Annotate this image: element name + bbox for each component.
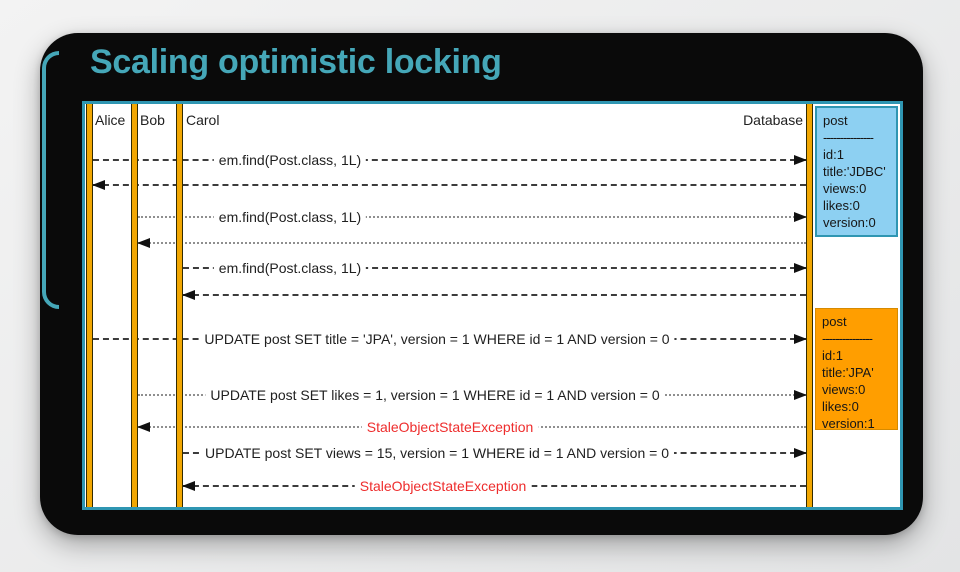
arrowhead-icon (794, 334, 807, 344)
actor-label-carol: Carol (186, 112, 220, 128)
message-label: em.find(Post.class, 1L) (213, 209, 367, 225)
post-title: post (823, 113, 848, 128)
lifeline-database (806, 104, 813, 507)
post-state-box-orange: post --------------- id:1 title:'JPA' views:… (815, 308, 898, 430)
message-label: em.find(Post.class, 1L) (213, 152, 367, 168)
message-line (93, 159, 806, 161)
message-label: StaleObjectStateException (361, 419, 539, 435)
message-line (138, 216, 806, 218)
arrowhead-icon (794, 263, 807, 273)
post-field: title:'JPA' (822, 365, 874, 380)
lifeline-bob (131, 104, 138, 507)
message-label: em.find(Post.class, 1L) (213, 260, 367, 276)
post-field: likes:0 (822, 399, 859, 414)
arrowhead-icon (137, 238, 150, 248)
actor-label-alice: Alice (95, 112, 126, 128)
post-state-box-blue: post --------------- id:1 title:'JDBC' views… (815, 106, 898, 237)
arrowhead-icon (794, 390, 807, 400)
post-field: version:1 (822, 416, 875, 430)
arrowhead-icon (794, 155, 807, 165)
message-label: UPDATE post SET title = 'JPA', version =… (199, 331, 675, 347)
post-field: views:0 (823, 181, 867, 196)
lifeline-carol (176, 104, 183, 507)
post-field: title:'JDBC' (823, 164, 886, 179)
arrowhead-icon (794, 212, 807, 222)
actor-label-database: Database (743, 112, 803, 128)
arrowhead-icon (794, 448, 807, 458)
accent-border-decoration (42, 51, 59, 309)
slide: Scaling optimistic locking Alice Bob Carol… (40, 33, 923, 535)
post-separator: --------------- (823, 130, 874, 145)
arrowhead-icon (182, 481, 195, 491)
post-field: version:0 (823, 215, 876, 230)
post-field: likes:0 (823, 198, 860, 213)
post-field: views:0 (822, 382, 866, 397)
post-field: id:1 (823, 147, 844, 162)
message-label: UPDATE post SET views = 15, version = 1 … (199, 445, 675, 461)
post-title: post (822, 314, 847, 329)
message-label: StaleObjectStateException (354, 478, 532, 494)
post-field: id:1 (822, 348, 843, 363)
actor-label-bob: Bob (140, 112, 165, 128)
message-line (183, 267, 806, 269)
slide-title: Scaling optimistic locking (90, 43, 502, 81)
sequence-diagram: Alice Bob Carol Database em.find(Post.class,… (82, 101, 903, 510)
message-label: UPDATE post SET likes = 1, version = 1 W… (205, 387, 665, 403)
message-line (93, 184, 806, 186)
message-line (183, 294, 806, 296)
lifeline-alice (86, 104, 93, 507)
arrowhead-icon (92, 180, 105, 190)
arrowhead-icon (137, 422, 150, 432)
arrowhead-icon (182, 290, 195, 300)
message-line (138, 242, 806, 244)
post-separator: --------------- (822, 331, 873, 346)
